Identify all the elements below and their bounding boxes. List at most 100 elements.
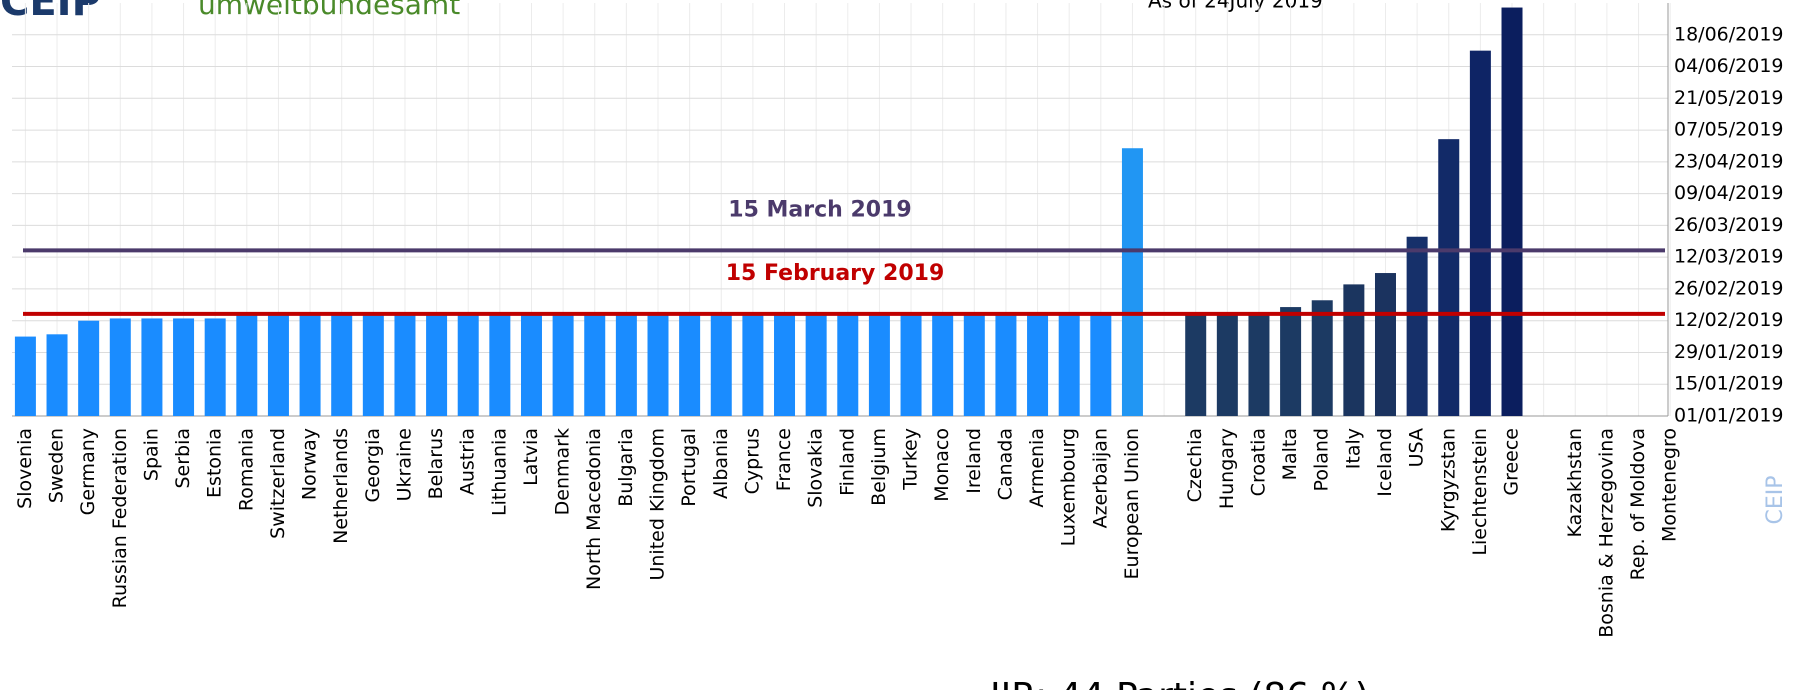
x-tick-label: Armenia	[1026, 428, 1048, 508]
x-tick-label: Portugal	[678, 428, 700, 507]
x-tick-label: Kazakhstan	[1564, 428, 1586, 537]
x-tick-label: Albania	[710, 428, 732, 499]
bar	[900, 313, 922, 416]
bar	[1090, 313, 1112, 416]
x-tick-label: Switzerland	[267, 428, 289, 539]
y-tick-label: 26/02/2019	[1674, 277, 1784, 299]
bar	[805, 313, 827, 416]
logo: CEIP	[0, 0, 101, 25]
bar	[14, 336, 36, 416]
x-tick-label: Montenegro	[1659, 428, 1681, 542]
bar	[489, 313, 511, 416]
x-tick-label: Liechtenstein	[1469, 428, 1491, 556]
bar	[1501, 7, 1523, 417]
y-tick-label: 29/01/2019	[1674, 341, 1784, 363]
bar	[710, 313, 732, 416]
x-tick-label: Azerbaijan	[1089, 428, 1111, 528]
x-tick-label: Georgia	[362, 428, 384, 503]
bar	[963, 313, 985, 416]
bar	[331, 313, 353, 416]
bar	[1058, 313, 1080, 416]
x-tick-label: Croatia	[1247, 428, 1269, 496]
x-tick-label: Ukraine	[393, 428, 415, 501]
bar	[1343, 284, 1365, 416]
x-tick-label: Serbia	[172, 428, 194, 489]
bar	[1406, 236, 1428, 416]
y-tick-label: 12/02/2019	[1674, 309, 1784, 331]
x-tick-label: Ireland	[963, 428, 985, 494]
bar	[204, 318, 226, 416]
x-tick-label: Slovenia	[14, 428, 36, 509]
bar	[1216, 313, 1238, 416]
bar	[552, 313, 574, 416]
x-tick-label: Belarus	[425, 428, 447, 499]
bar	[46, 334, 68, 416]
bar	[394, 313, 416, 416]
y-tick-label: 26/03/2019	[1674, 214, 1784, 236]
bar	[1311, 300, 1333, 416]
x-tick-label: United Kingdom	[647, 428, 669, 581]
reference-label: 15 March 2019	[728, 197, 911, 222]
x-tick-label: Turkey	[900, 428, 922, 491]
x-tick-label: Kyrgyzstan	[1437, 428, 1459, 532]
bar	[141, 318, 163, 416]
bar	[426, 313, 448, 416]
x-tick-label: Sweden	[46, 428, 68, 503]
bar	[1248, 313, 1270, 416]
x-tick-label: Netherlands	[330, 428, 352, 544]
bar	[647, 313, 669, 416]
bar	[1374, 273, 1396, 416]
bar	[995, 313, 1017, 416]
x-tick-label: Norway	[299, 428, 321, 500]
x-tick-label: Latvia	[520, 428, 542, 486]
x-tick-label: Bulgaria	[615, 428, 637, 507]
bar	[267, 313, 289, 416]
bar	[1280, 307, 1302, 416]
x-tick-label: Estonia	[204, 428, 226, 498]
bar	[236, 313, 258, 416]
y-tick-label: 12/03/2019	[1674, 246, 1784, 268]
watermark: CEIP	[1763, 475, 1788, 524]
x-tick-label: Luxembourg	[1058, 428, 1080, 546]
x-tick-label: North Macedonia	[583, 428, 605, 590]
x-tick-label: Romania	[235, 428, 257, 511]
chart-title: As of 24July 2019	[1148, 0, 1323, 13]
x-tick-label: Austria	[457, 428, 479, 495]
logo: umweltbundesamt	[198, 0, 460, 21]
x-tick-label: Denmark	[552, 428, 574, 515]
bar	[299, 313, 321, 416]
x-tick-label: Russian Federation	[109, 428, 131, 608]
x-tick-label: Slovakia	[805, 428, 827, 508]
x-tick-label: Malta	[1279, 428, 1301, 480]
bar	[679, 313, 701, 416]
bar	[932, 313, 954, 416]
bar	[868, 313, 890, 416]
bar	[1438, 139, 1460, 416]
bar	[1185, 313, 1207, 416]
y-tick-label: 23/04/2019	[1674, 150, 1784, 172]
bar	[584, 313, 606, 416]
bar	[774, 313, 796, 416]
x-tick-label: European Union	[1121, 428, 1143, 579]
x-tick-label: Monaco	[931, 428, 953, 502]
bar	[1469, 50, 1491, 417]
x-tick-label: Canada	[994, 428, 1016, 500]
x-tick-label: Iceland	[1374, 428, 1396, 497]
x-tick-label: Spain	[140, 428, 162, 481]
x-tick-label: Cyprus	[741, 428, 763, 494]
reference-label: 15 February 2019	[726, 261, 945, 286]
x-tick-label: Rep. of Moldova	[1627, 428, 1649, 580]
bar	[78, 320, 100, 416]
x-tick-label: Germany	[77, 428, 99, 515]
x-tick-label: France	[773, 428, 795, 491]
bar	[615, 313, 637, 416]
x-tick-label: Lithuania	[488, 428, 510, 516]
x-tick-label: Belgium	[868, 428, 890, 506]
x-tick-label: Italy	[1342, 428, 1364, 469]
bar	[1121, 148, 1143, 416]
bar	[520, 313, 542, 416]
x-tick-label: Hungary	[1216, 428, 1238, 509]
footer: IIR: 44 Parties (86 %)	[990, 676, 1369, 690]
bar	[109, 318, 131, 416]
